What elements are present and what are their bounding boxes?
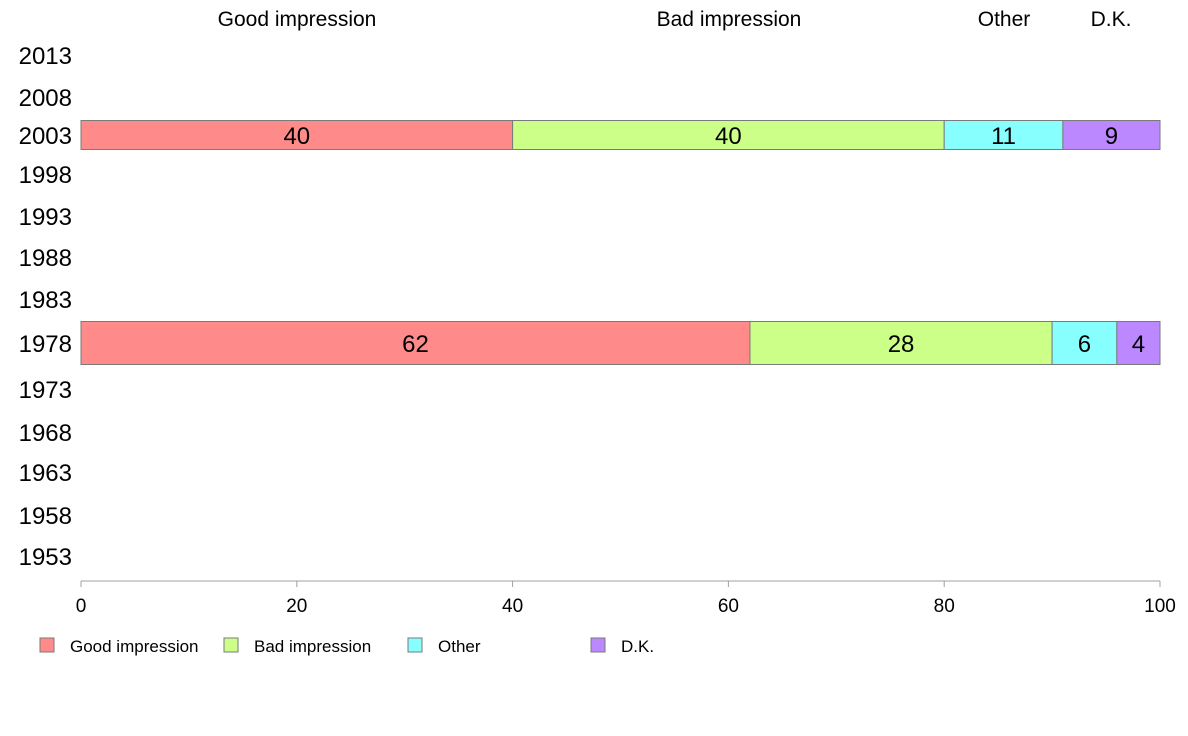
legend-label-good-impression: Good impression	[70, 637, 199, 656]
x-tick-label-40: 40	[502, 596, 523, 617]
bar-value-label-2003-good-impression: 40	[283, 123, 310, 150]
bar-value-label-2003-d-k: 9	[1105, 123, 1118, 150]
year-label-1968: 1968	[19, 420, 72, 447]
bar-segment-2003-good-impression	[80, 120, 514, 150]
bars: 40 40 11 9 62 28 6 4	[80, 120, 1161, 365]
bar-segment-2003-d-k	[1062, 120, 1161, 150]
bar-value-label-2003-bad-impression: 40	[715, 123, 742, 150]
column-headers: Good impression Bad impression Other D.K.	[218, 8, 1132, 31]
year-labels: 2013 2008 2003 1998 1993 1988 1983 1978 1973 1968…	[19, 43, 72, 571]
year-label-1993: 1993	[19, 204, 72, 231]
year-label-2008: 2008	[19, 85, 72, 112]
legend: Good impression Bad impression Other D.K.	[39, 637, 654, 656]
bar-value-label-1978-other: 6	[1078, 331, 1091, 358]
legend-label-other: Other	[438, 637, 481, 656]
year-label-1988: 1988	[19, 245, 72, 272]
bar-value-label-1978-d-k: 4	[1132, 331, 1145, 358]
legend-label-bad-impression: Bad impression	[254, 637, 371, 656]
legend-item-bad-impression: Bad impression	[223, 637, 371, 656]
year-label-1983: 1983	[19, 287, 72, 314]
x-tick-label-60: 60	[718, 596, 739, 617]
column-header-other: Other	[978, 8, 1031, 31]
year-label-2003: 2003	[19, 123, 72, 150]
year-label-1978: 1978	[19, 331, 72, 358]
year-label-1963: 1963	[19, 460, 72, 487]
year-label-1998: 1998	[19, 162, 72, 189]
column-header-good-impression: Good impression	[218, 8, 377, 31]
x-tick-label-100: 100	[1144, 596, 1176, 617]
year-label-2013: 2013	[19, 43, 72, 70]
x-tick-label-0: 0	[76, 596, 87, 617]
legend-swatch-d-k	[590, 637, 606, 653]
x-tick-label-80: 80	[934, 596, 955, 617]
year-label-1973: 1973	[19, 377, 72, 404]
year-label-1958: 1958	[19, 503, 72, 530]
x-tick-label-20: 20	[286, 596, 307, 617]
x-axis: 0 20 40 60 80 100	[76, 580, 1176, 617]
bar-value-label-2003-other: 11	[991, 123, 1016, 150]
bar-segment-1978-d-k	[1116, 321, 1161, 365]
bar-segment-2003-other	[943, 120, 1064, 150]
year-label-1953: 1953	[19, 544, 72, 571]
bar-segment-1978-other	[1051, 321, 1118, 365]
column-header-bad-impression: Bad impression	[657, 8, 802, 31]
bar-segment-1978-bad-impression	[749, 321, 1053, 365]
legend-swatch-bad-impression	[223, 637, 239, 653]
bar-segment-1978-good-impression	[80, 321, 751, 365]
legend-label-d-k: D.K.	[621, 637, 654, 656]
legend-swatch-good-impression	[39, 637, 55, 653]
legend-item-good-impression: Good impression	[39, 637, 199, 656]
column-header-d-k: D.K.	[1091, 8, 1132, 31]
legend-item-d-k: D.K.	[590, 637, 654, 656]
legend-swatch-other	[407, 637, 423, 653]
legend-item-other: Other	[407, 637, 481, 656]
bar-segment-2003-bad-impression	[512, 120, 945, 150]
bar-value-label-1978-good-impression: 62	[402, 331, 429, 358]
bar-value-label-1978-bad-impression: 28	[888, 331, 915, 358]
